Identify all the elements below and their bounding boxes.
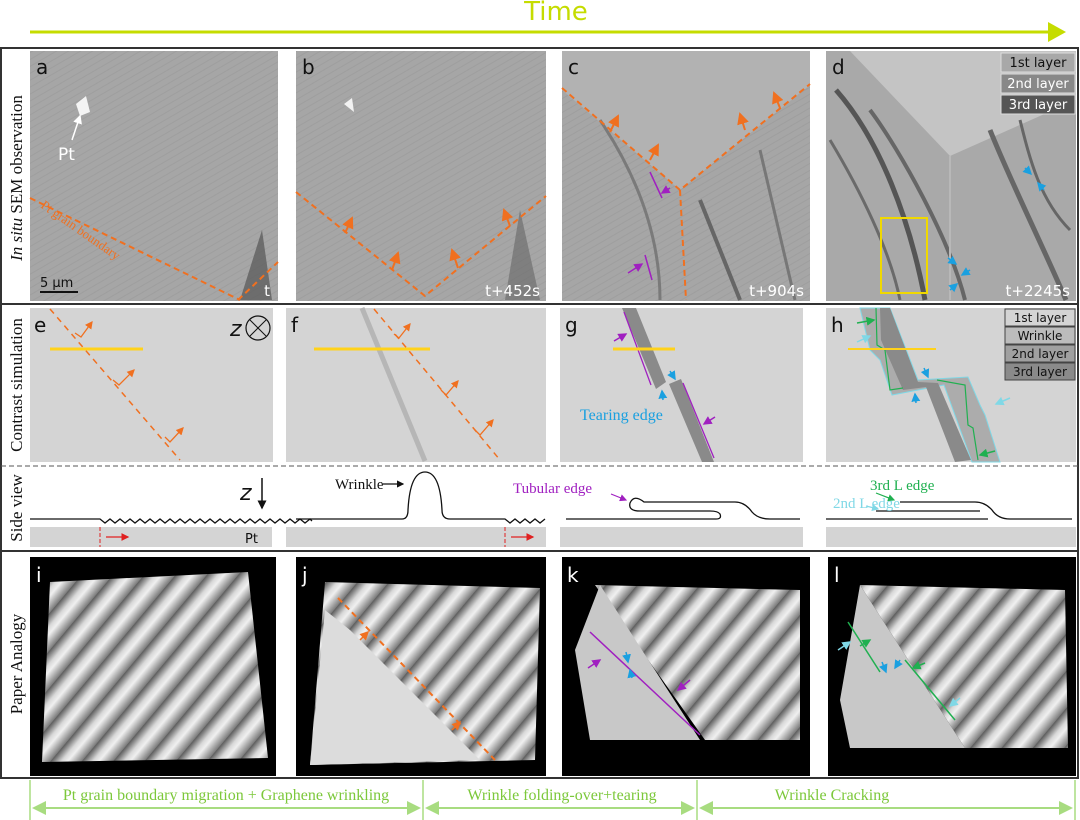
row-label-paper: Paper Analogy — [7, 613, 26, 714]
sem-panel-d: d t+2245s 1st layer 2nd layer 3rd layer — [826, 51, 1076, 301]
svg-text:3rd layer: 3rd layer — [1013, 365, 1067, 379]
time-arrow-head — [1048, 22, 1066, 42]
pleated-paper — [860, 585, 1068, 748]
paper-panel-i: i — [30, 557, 276, 776]
pt-arrow — [71, 114, 82, 141]
third-layer-edge-label: 3rd L edge — [870, 478, 935, 494]
panel-letter-a: a — [36, 55, 48, 79]
into-page-icon — [245, 315, 271, 341]
tearing-edge-label: Tearing edge — [580, 407, 663, 424]
roi-box — [880, 217, 928, 294]
panel-letter-f: f — [291, 313, 299, 337]
svg-text:2nd layer: 2nd layer — [1012, 347, 1069, 361]
contrast-panel-f: f — [286, 307, 546, 462]
row-label-sem: In situ SEM observation — [7, 95, 26, 262]
scale-bar-label: 5 µm — [40, 276, 73, 291]
layer-legend-sem: 1st layer 2nd layer 3rd layer — [1000, 52, 1076, 115]
tubular-edge-label: Tubular edge — [513, 481, 592, 497]
contrast-panel-e: e z — [30, 308, 273, 462]
panel-letter-d: d — [832, 55, 845, 79]
panel-letter-b: b — [302, 55, 315, 79]
stage-timeline: Pt grain boundary migration + Graphene w… — [29, 780, 1076, 820]
z-axis-label: z — [229, 317, 242, 342]
z-axis-label: z — [239, 481, 252, 506]
sem-panel-a: Pt Pt grain boundary 5 µm a t — [29, 51, 279, 301]
wrinkle-label: Wrinkle — [335, 477, 384, 493]
svg-text:3rd layer: 3rd layer — [1009, 98, 1068, 113]
sem-panel-b: b t+452s — [295, 51, 547, 301]
side-view-g: Tubular edge — [513, 481, 803, 547]
folded-paper — [575, 585, 700, 740]
third-layer — [880, 308, 971, 462]
figure-frame — [0, 47, 1079, 779]
unfolded-paper — [310, 610, 480, 765]
grain-boundary-line — [29, 197, 241, 301]
time-stamp-b: t+452s — [485, 282, 540, 300]
pt-substrate-label: Pt — [245, 532, 258, 547]
panel-letter-k: k — [567, 563, 579, 587]
panel-letter-h: h — [831, 313, 844, 337]
wrinkle-band — [359, 307, 428, 462]
panel-letter-g: g — [565, 313, 578, 337]
pt-label: Pt — [58, 145, 75, 165]
sem-panel-c: c t+904s — [561, 51, 811, 301]
pleated-paper — [42, 572, 268, 762]
panel-letter-e: e — [34, 313, 46, 337]
panel-letter-c: c — [568, 55, 579, 79]
stage-label-1: Pt grain boundary migration + Graphene w… — [63, 787, 389, 804]
svg-text:Wrinkle: Wrinkle — [1018, 329, 1063, 343]
pt-substrate — [30, 527, 272, 547]
row-label-contrast: Contrast simulation — [7, 318, 26, 452]
time-stamp-d: t+2245s — [1006, 282, 1071, 300]
svg-text:2nd layer: 2nd layer — [1007, 77, 1069, 92]
stage-label-3: Wrinkle Cracking — [775, 787, 889, 804]
svg-text:1st layer: 1st layer — [1014, 311, 1067, 325]
time-stamp-c: t+904s — [749, 282, 804, 300]
layer-legend-contrast: 1st layer Wrinkle 2nd layer 3rd layer — [1004, 308, 1076, 381]
second-layer-edge-label: 2nd L edge — [833, 496, 900, 512]
side-view-f: Wrinkle — [286, 471, 546, 547]
grain-boundary-line — [49, 308, 181, 461]
side-view-h: 3rd L edge 2nd L edge — [826, 478, 1076, 547]
time-title: Time — [523, 0, 588, 27]
contrast-panel-g: Tearing edge g — [560, 308, 803, 462]
folded-wrinkle-lower — [669, 379, 714, 462]
pt-particle — [76, 96, 90, 116]
row-label-side-view: Side view — [7, 474, 26, 542]
time-stamp-a: t — [264, 282, 270, 300]
paper-panel-k: k — [562, 557, 810, 776]
contrast-panel-h: h 1st layer Wrinkle 2nd layer 3rd layer — [826, 307, 1076, 463]
paper-panel-l: l — [828, 557, 1076, 776]
svg-text:1st layer: 1st layer — [1010, 56, 1068, 71]
panel-letter-l: l — [834, 563, 840, 587]
paper-panel-j: j — [296, 557, 546, 776]
stage-label-2: Wrinkle folding-over+tearing — [467, 787, 656, 804]
pleated-paper — [595, 585, 800, 740]
panel-letter-j: j — [301, 563, 308, 587]
panel-letter-i: i — [36, 563, 42, 587]
grain-boundary-line — [295, 191, 547, 298]
side-view-e: Pt z — [30, 478, 313, 547]
